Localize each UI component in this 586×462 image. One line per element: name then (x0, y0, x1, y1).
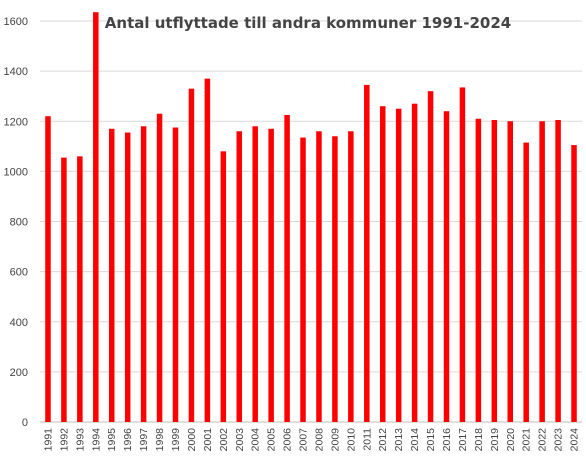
x-tick-label: 2000 (186, 428, 198, 452)
y-tick-label: 200 (10, 367, 28, 379)
bar-2004 (252, 126, 258, 422)
bar-1991 (45, 116, 51, 423)
bar-2022 (539, 121, 545, 422)
x-tick-label: 2022 (537, 428, 549, 452)
x-tick-label: 1995 (106, 428, 118, 452)
x-tick-label: 2024 (569, 428, 581, 452)
y-tick-label: 1600 (4, 16, 28, 28)
y-tick-label: 400 (10, 317, 28, 329)
bar-2013 (395, 108, 402, 422)
bar-2001 (204, 78, 211, 423)
x-tick-label: 2005 (266, 428, 278, 452)
x-tick-label: 2004 (250, 428, 262, 452)
bar-1998 (156, 113, 163, 422)
bar-2007 (300, 137, 306, 422)
x-tick-label: 2021 (521, 428, 533, 452)
bar-2006 (284, 114, 290, 422)
x-tick-label: 2017 (457, 428, 469, 452)
bar-1999 (172, 127, 179, 422)
bar-2009 (332, 136, 338, 422)
x-tick-label: 2010 (345, 428, 357, 452)
x-axis-ticks: 1991 1992 1993 1994 1995 1996 1997 1998 1999 2000… (42, 428, 580, 452)
bar-2012 (379, 106, 386, 423)
x-tick-label: 2016 (441, 428, 453, 452)
x-tick-label: 1991 (42, 428, 54, 452)
x-tick-label: 2023 (553, 428, 565, 452)
x-tick-label: 2003 (234, 428, 246, 452)
x-tick-label: 1994 (90, 428, 102, 452)
bar-2018 (475, 118, 482, 423)
y-tick-label: 800 (10, 217, 28, 229)
x-tick-label: 2008 (313, 428, 325, 452)
x-tick-label: 2014 (409, 428, 421, 452)
x-tick-label: 1996 (122, 428, 134, 452)
x-tick-label: 2015 (425, 428, 437, 452)
y-tick-label: 1200 (4, 116, 28, 128)
x-tick-label: 1993 (74, 428, 86, 452)
x-tick-label: 1992 (58, 428, 70, 452)
chart-title: Antal utflyttade till andra kommuner 199… (105, 14, 511, 32)
x-tick-label: 2020 (505, 428, 517, 452)
bar-2019 (491, 119, 498, 422)
x-tick-label: 1998 (154, 428, 166, 452)
y-tick-label: 1400 (4, 66, 28, 78)
x-tick-label: 2007 (298, 428, 310, 452)
bar-1994 (93, 12, 99, 423)
bar-2024 (571, 145, 577, 422)
x-tick-label: 1999 (170, 428, 182, 452)
y-tick-label: 0 (22, 417, 28, 429)
bar-2011 (364, 84, 370, 423)
bar-1992 (61, 157, 67, 422)
bar-2016 (443, 111, 450, 422)
x-tick-label: 2019 (489, 428, 501, 452)
bar-1996 (124, 132, 131, 422)
bar-2003 (236, 131, 243, 422)
x-tick-label: 2011 (361, 428, 373, 451)
bar-2015 (427, 91, 434, 423)
x-tick-label: 2013 (393, 428, 405, 452)
gridlines (40, 20, 582, 423)
x-tick-label: 2006 (282, 428, 294, 452)
x-tick-label: 2012 (377, 428, 389, 452)
x-tick-label: 2002 (218, 428, 230, 452)
bar-1995 (108, 128, 115, 423)
bar-2008 (316, 131, 322, 422)
x-tick-label: 2018 (473, 428, 485, 452)
y-axis-ticks: 0 200 400 600 800 1000 1200 1400 1600 (4, 16, 28, 429)
bar-1997 (140, 126, 147, 422)
bar-2014 (411, 103, 418, 423)
bar-2020 (507, 121, 514, 422)
y-tick-label: 1000 (4, 166, 28, 178)
x-tick-label: 1997 (138, 428, 150, 452)
bar-2023 (555, 119, 561, 422)
bar-2000 (188, 88, 195, 422)
bar-2005 (268, 128, 274, 423)
y-tick-label: 600 (10, 267, 28, 279)
bar-2010 (348, 131, 354, 422)
x-tick-label: 2001 (202, 428, 214, 452)
bar-2002 (220, 151, 227, 422)
bars (45, 12, 577, 423)
x-tick-label: 2009 (329, 428, 341, 452)
bar-1993 (77, 156, 83, 422)
bar-2017 (459, 87, 466, 423)
bar-2021 (523, 142, 529, 422)
